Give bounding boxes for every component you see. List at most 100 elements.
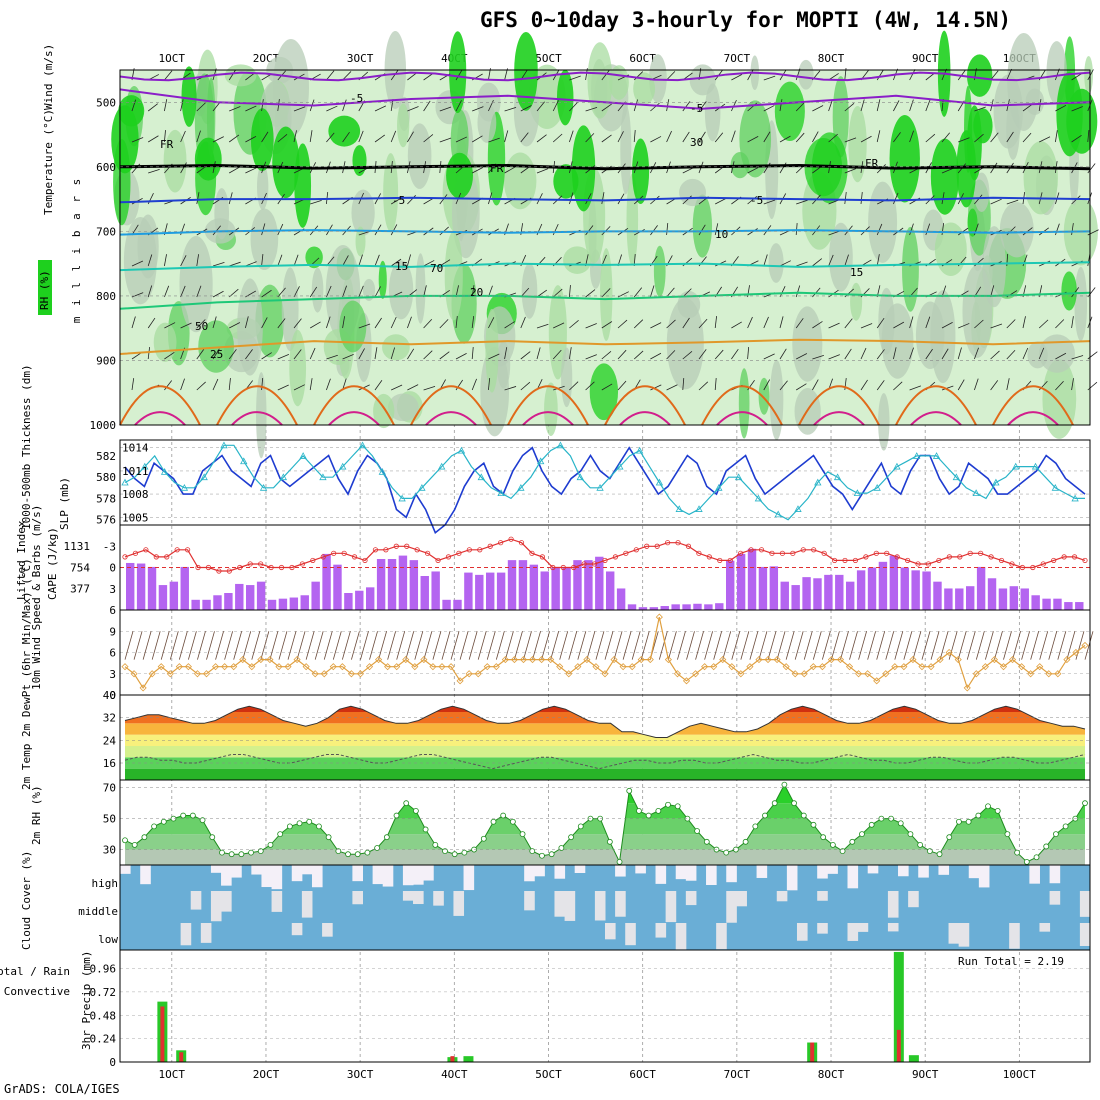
wind-barb	[488, 137, 500, 143]
wind-barb	[666, 287, 675, 298]
rh-marker	[558, 845, 565, 851]
thickness-marker	[457, 446, 466, 454]
wind-barb	[740, 631, 750, 660]
wind-barb	[287, 631, 297, 660]
li-marker	[612, 554, 619, 560]
cloud-cell	[200, 923, 212, 943]
wind-barb	[309, 321, 321, 329]
rh-shading-blob	[397, 103, 410, 148]
wind-barb	[550, 631, 560, 660]
contour-label: FR	[160, 138, 174, 151]
thickness-marker	[655, 478, 664, 486]
cape-bar	[376, 559, 386, 610]
wind-barb	[1071, 287, 1080, 298]
li-marker	[456, 550, 462, 556]
y-tick-cape: 377	[70, 583, 90, 596]
li-ylabel: Lifted Index	[15, 520, 28, 600]
cloud-cell	[322, 923, 333, 937]
li-marker	[758, 547, 765, 553]
rh-marker	[800, 812, 807, 819]
rh-shading-blob	[626, 173, 639, 266]
wind-barb	[876, 254, 880, 267]
cloud-cell	[221, 865, 232, 886]
rh-shading-blob	[1039, 334, 1075, 373]
wind-barb	[1087, 69, 1094, 81]
wind-barb	[296, 631, 306, 660]
y-tick-wind: 0	[109, 689, 116, 702]
wind-barb	[314, 631, 324, 660]
cloud-cell	[372, 865, 384, 885]
cape-bar	[224, 593, 233, 610]
rh-marker	[277, 831, 284, 837]
li-marker	[654, 543, 660, 549]
cloud-cell	[524, 891, 535, 911]
wind-barb	[957, 631, 967, 660]
wind-barb	[941, 321, 953, 329]
li-marker	[790, 550, 796, 556]
wind-barb	[990, 198, 1002, 205]
isotherm-bump	[119, 385, 201, 426]
thickness-marker	[932, 452, 941, 459]
wind-barb	[795, 132, 805, 143]
wind-barb	[552, 100, 559, 112]
rh-marker	[946, 834, 953, 841]
precip-legend-total: Total / Rain	[0, 965, 70, 978]
li-marker	[831, 557, 838, 564]
wind-barb	[844, 192, 847, 205]
wind-speed-marker	[338, 663, 346, 671]
wind-barb	[569, 192, 574, 205]
rh-marker	[286, 823, 293, 830]
cloud-cell	[978, 865, 990, 888]
isotherm-bump	[231, 411, 283, 426]
wind-barb	[903, 631, 913, 660]
wind-speed-marker	[827, 656, 835, 664]
wind-barb	[407, 106, 419, 112]
contour-label: 15	[395, 260, 408, 273]
rh-marker	[616, 859, 623, 865]
wind-barb	[714, 223, 719, 236]
wind-barb	[1071, 134, 1082, 143]
wind-barb	[405, 631, 415, 660]
wind-speed-marker	[945, 648, 953, 657]
cape-bar	[333, 564, 342, 610]
wind-barb	[796, 199, 808, 205]
wind-barb	[147, 254, 153, 267]
li-marker	[351, 554, 358, 560]
wind-barb	[569, 130, 574, 143]
wind-barb	[229, 261, 241, 267]
wind-barb	[731, 348, 739, 360]
wind-barb	[245, 261, 257, 267]
wind-barb	[893, 100, 900, 112]
wind-barb	[358, 348, 365, 360]
wind-barb	[828, 133, 838, 143]
wind-barb	[423, 385, 436, 391]
rh-marker	[752, 823, 759, 830]
wind-barb	[747, 69, 754, 81]
rh-shading-blob	[563, 246, 592, 274]
li-marker	[717, 557, 723, 564]
wind-barb	[876, 317, 885, 329]
cape-bar	[736, 553, 746, 610]
cape-bar	[726, 560, 735, 610]
wind-barb	[876, 99, 881, 112]
rh-shading-blob	[878, 393, 890, 451]
cape-bar	[627, 604, 637, 610]
wind-barb	[650, 352, 662, 360]
rh-marker	[723, 849, 730, 856]
wind-speed-marker	[429, 663, 437, 671]
wind-barb	[504, 347, 508, 360]
cloud-cell	[1049, 865, 1061, 884]
wind-speed-marker	[556, 663, 564, 671]
wind-barb	[1030, 631, 1040, 660]
wind-barb	[358, 384, 370, 391]
wind-speed-marker	[510, 656, 518, 664]
wind-barb	[1087, 381, 1098, 391]
wind-barb	[767, 631, 777, 660]
rh-marker	[694, 828, 701, 834]
profile-side-label: Temperature (°C)	[42, 109, 55, 215]
cloud-cell	[736, 891, 747, 907]
cloud-cell	[726, 865, 737, 883]
wind-speed-marker	[755, 656, 763, 664]
cape-bar	[300, 595, 309, 610]
wind-barb	[1087, 351, 1098, 360]
